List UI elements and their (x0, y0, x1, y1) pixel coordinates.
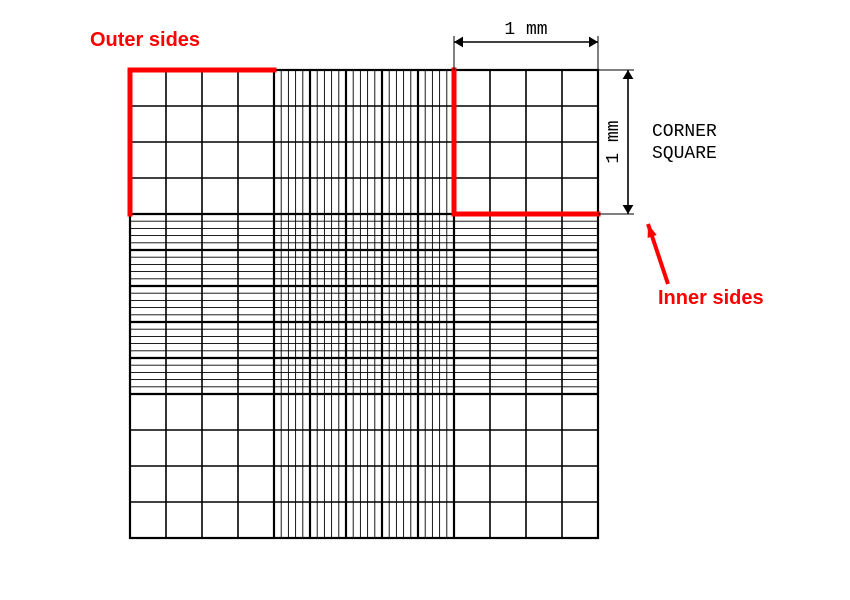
hemocytometer-grid-diagram: 1 mm 1 mm CORNERSQUARE Outer sides Inner sid… (0, 0, 850, 600)
outer-sides-label: Outer sides (90, 29, 200, 51)
corner-square-label-2: SQUARE (652, 144, 717, 164)
dim-vertical-label: 1 mm (604, 120, 624, 163)
inner-sides-label: Inner sides (658, 287, 764, 309)
corner-square-label-1: CORNER (652, 122, 717, 142)
dim-horizontal-label: 1 mm (504, 20, 547, 40)
